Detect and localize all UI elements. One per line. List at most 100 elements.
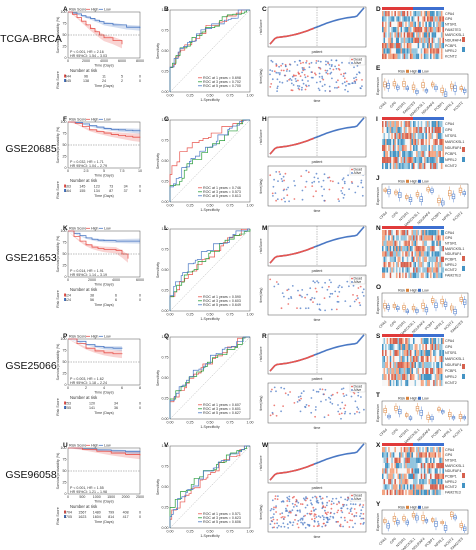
roc-y-axis-label: Sensitivity (156, 262, 160, 278)
status-dot-alive (286, 496, 289, 499)
heatmap-cell (385, 240, 387, 247)
heatmap-cell (389, 48, 392, 54)
heatmap-cell (413, 53, 415, 60)
heatmap-cell (386, 344, 389, 351)
heatmap-cell (442, 356, 445, 363)
heatmap-cell (434, 362, 437, 369)
km-x-tick: 8000 (136, 59, 144, 63)
heatmap-cell (389, 21, 392, 28)
boxplot-gene-label: CPA4 (378, 101, 387, 110)
heatmap-cell (388, 53, 390, 60)
heatmap-cell (406, 251, 409, 257)
heatmap-cell (430, 447, 432, 453)
heatmap-cell (382, 37, 384, 44)
heatmap-cell (422, 267, 424, 273)
heatmap-cell (411, 133, 414, 140)
heatmap-cell (391, 145, 393, 152)
status-dot-alive (343, 182, 346, 185)
heatmap-scale-block (462, 147, 465, 152)
heatmap-cell (437, 11, 440, 17)
heatmap-cell (440, 37, 443, 44)
status-dot-alive (276, 90, 278, 92)
status-dot-alive (349, 412, 351, 415)
risk-table-ylabel: Risk Score (56, 507, 60, 524)
status-dot-dead (356, 411, 358, 413)
status-dot-dead (298, 88, 301, 91)
status-dot-dead (338, 64, 340, 66)
heatmap-cell (392, 447, 395, 453)
heatmap-cell (422, 272, 424, 279)
status-dot-alive (332, 502, 335, 505)
heatmap-cell (422, 368, 424, 375)
risk-low-count: 1705 (64, 515, 72, 519)
heatmap-cell (402, 151, 404, 158)
status-dot-alive (319, 67, 321, 69)
heatmap-cell (405, 457, 407, 464)
heatmap-cell (440, 452, 443, 458)
boxplot-gene-label: NPRL2 (442, 211, 453, 222)
status-dot-dead (336, 295, 339, 298)
status-dot-dead (286, 68, 289, 71)
status-dot-alive (345, 504, 348, 506)
heatmap-group-strip-high (382, 226, 413, 229)
status-dot-alive (342, 387, 345, 390)
status-dot-alive (306, 293, 309, 296)
status-dot-alive (300, 521, 302, 524)
heatmap-cell (402, 163, 404, 170)
heatmap-cell (397, 21, 400, 28)
status-dot-dead (278, 171, 281, 173)
heatmap-cell (431, 463, 434, 469)
heatmap-cell (395, 163, 398, 170)
heatmap-cell (409, 338, 412, 345)
heatmap-cell (411, 127, 414, 134)
heatmap-cell (392, 240, 395, 247)
risk-row-low-swatch (64, 298, 66, 301)
heatmap-cell (394, 151, 396, 158)
heatmap-cell (405, 484, 407, 490)
heatmap-cell (406, 151, 409, 158)
roc-x-axis-label: 1-Specificity (200, 534, 220, 538)
heatmap-cell (430, 251, 432, 257)
status-dot-alive (321, 501, 324, 504)
heatmap-cell (385, 32, 387, 38)
heatmap-cell (434, 11, 437, 17)
heatmap-cell (417, 468, 420, 474)
heatmap-cell (395, 374, 398, 381)
heatmap-cell (403, 452, 406, 458)
status-dot-alive (320, 400, 322, 403)
status-dot-alive (330, 71, 333, 74)
heatmap-cell (440, 133, 443, 140)
heatmap-cell (402, 230, 404, 236)
heatmap-cell (386, 457, 389, 464)
status-dot-alive (277, 283, 280, 285)
status-dot-alive (344, 300, 347, 302)
boxplot-legend-low-swatch (418, 288, 421, 292)
status-dot-alive (362, 517, 364, 520)
status-dot-dead (349, 519, 352, 522)
heatmap-cell (411, 145, 414, 152)
roc-diagonal (169, 228, 251, 312)
panel-letter: I (376, 116, 378, 123)
heatmap-cell (420, 350, 423, 357)
heatmap-cell (428, 489, 431, 496)
heatmap-cell (416, 43, 418, 49)
heatmap-cell (428, 267, 431, 273)
heatmap-cell (442, 121, 445, 128)
heatmap-cell (399, 356, 401, 363)
heatmap-cell (419, 447, 421, 453)
heatmap-cell (388, 452, 390, 458)
status-dot-dead (336, 511, 339, 514)
status-dot-alive (352, 526, 354, 529)
heatmap-cell (420, 230, 423, 236)
heatmap-cell (430, 151, 432, 158)
status-dot-alive (287, 498, 289, 500)
heatmap-cell (397, 267, 400, 273)
heatmap-cell (406, 350, 409, 357)
heatmap-cell (419, 32, 421, 38)
heatmap-cell (440, 447, 443, 453)
status-dot-dead (306, 75, 309, 78)
heatmap-cell (382, 350, 384, 357)
heatmap-cell (431, 53, 434, 60)
status-dot-alive (341, 401, 344, 404)
heatmap-cell (436, 251, 438, 257)
